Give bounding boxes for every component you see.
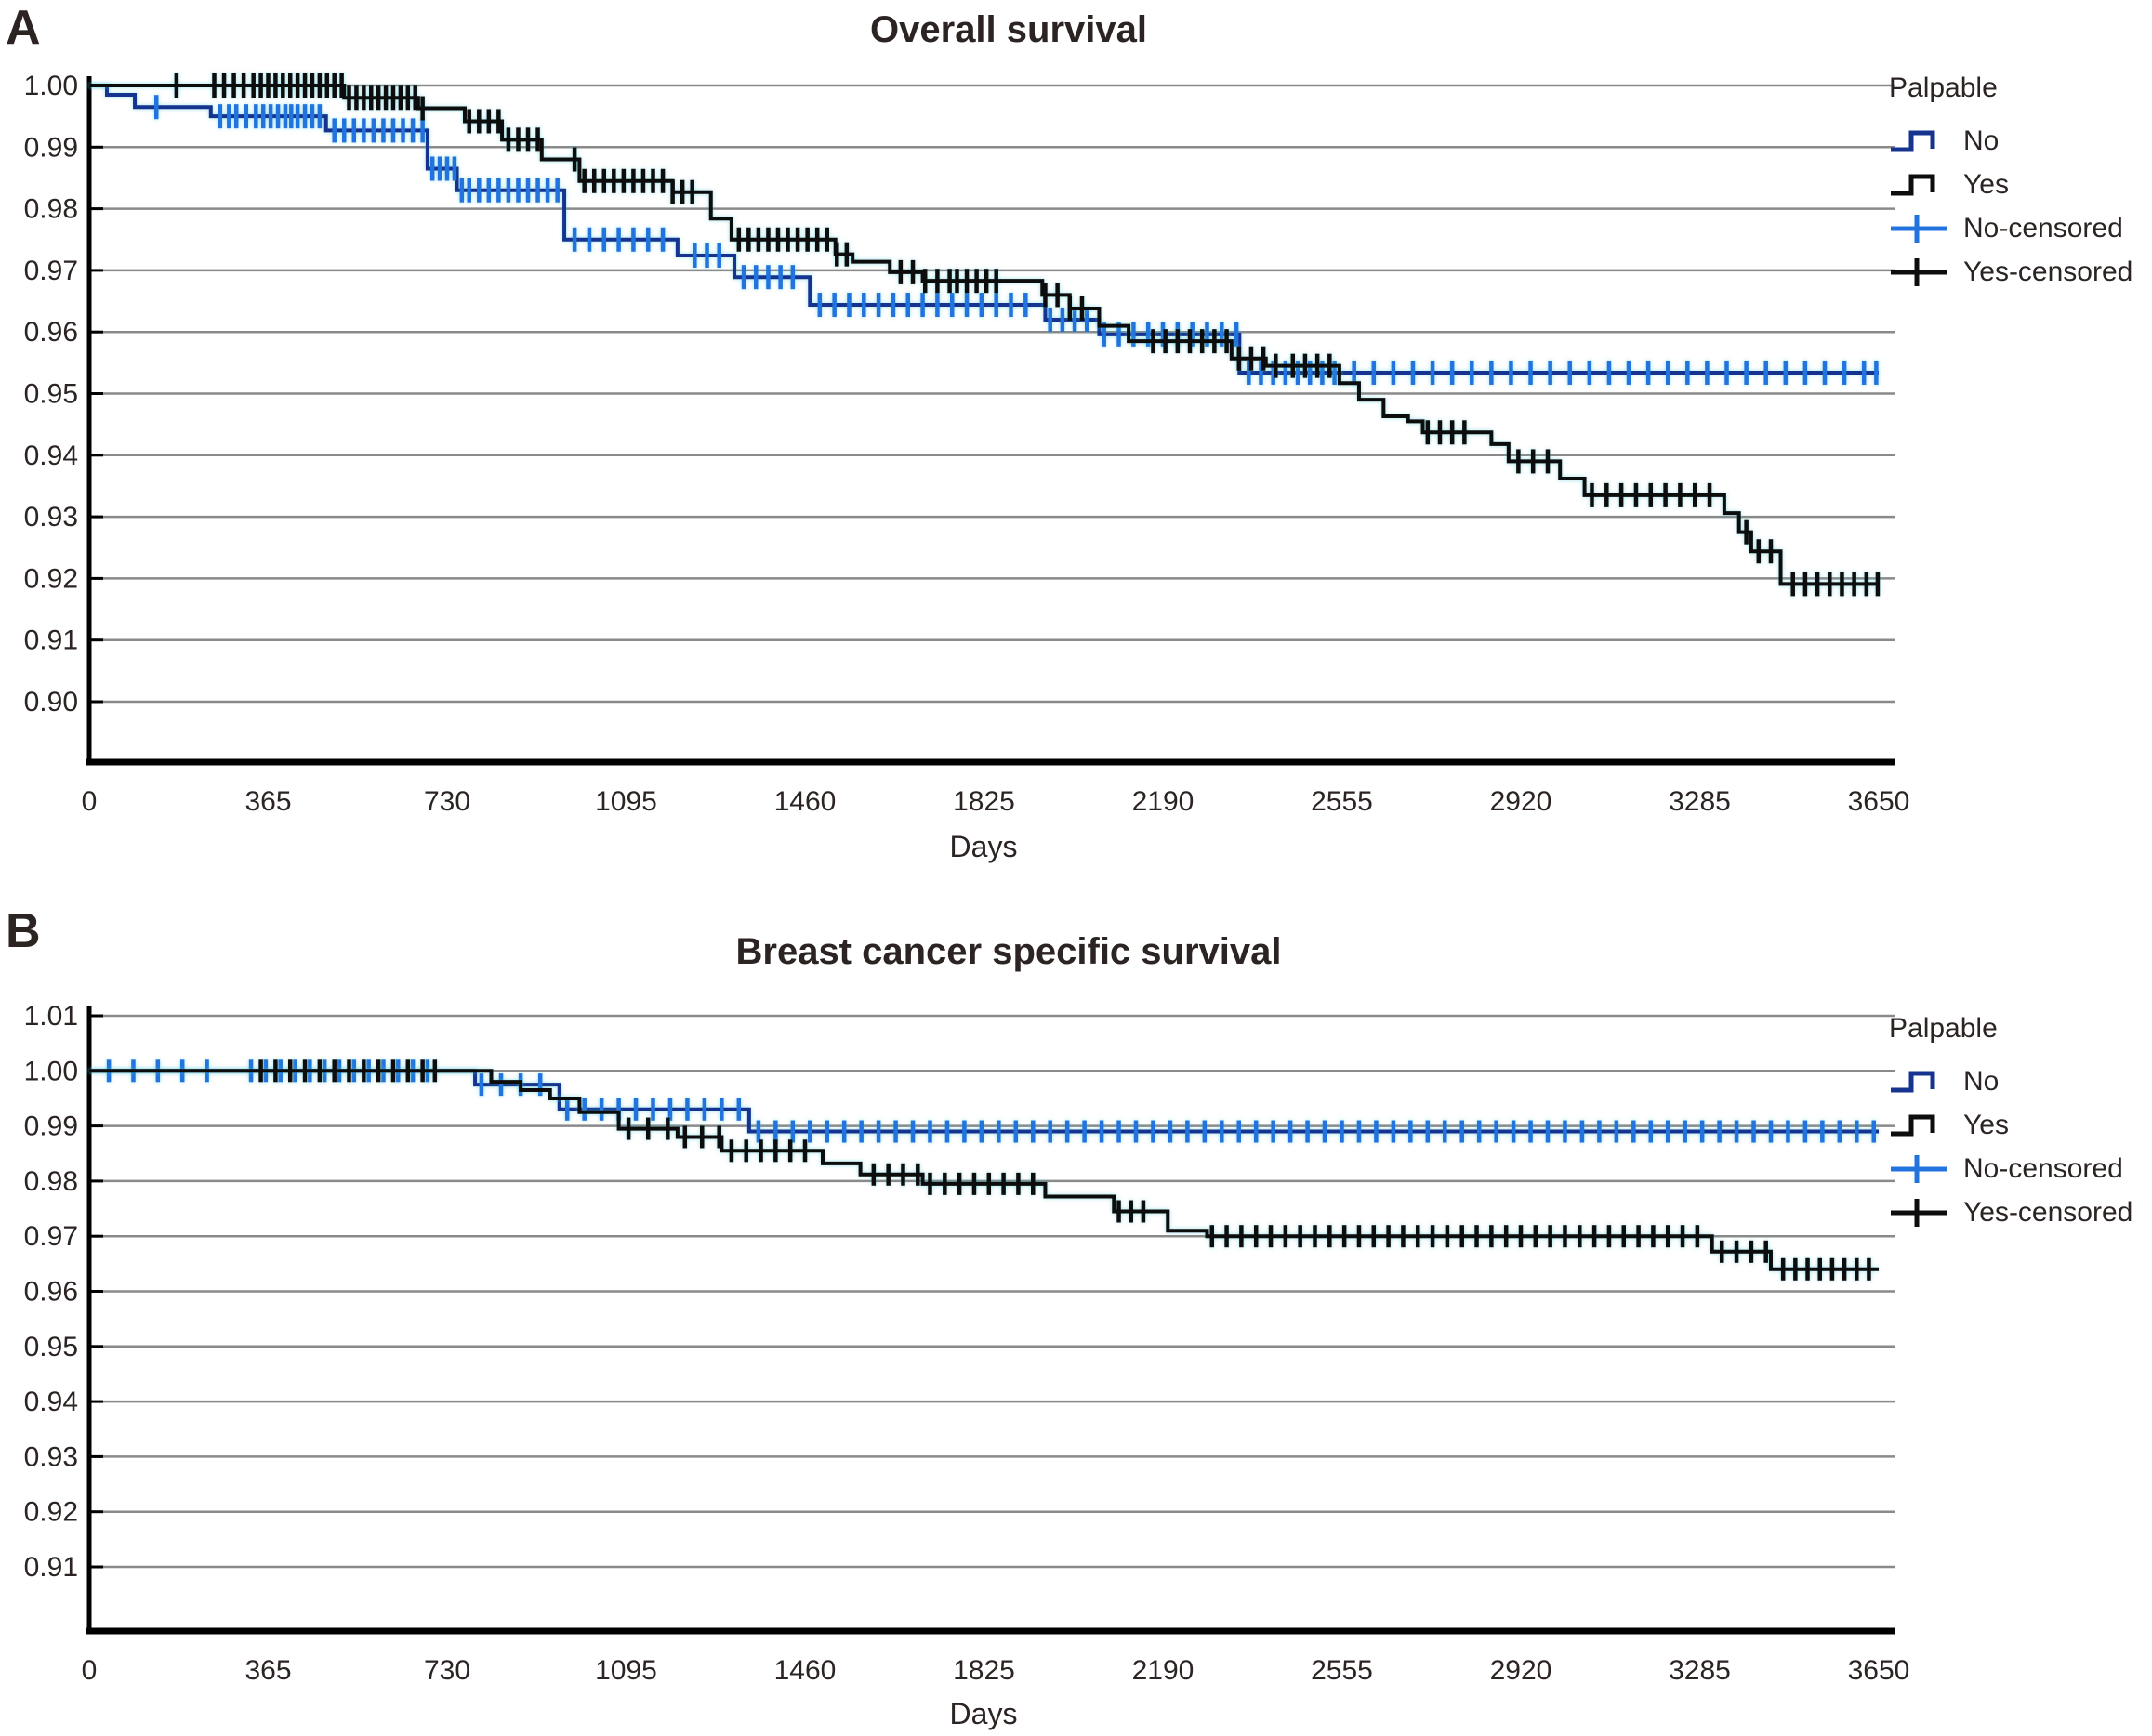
panel-a: 1.00 0.99 0.98 0.97 0.96 0.95 0.94 0.93 0.92 0.91… — [24, 71, 1910, 817]
y-tick-label: 0.95 — [24, 379, 78, 410]
y-tick-label: 1.01 — [24, 1001, 78, 1032]
x-tick-label: 1460 — [774, 786, 837, 817]
y-tick-label: 0.99 — [24, 1111, 78, 1142]
legend-title: Palpable — [1889, 72, 1998, 103]
x-tick-label: 2920 — [1490, 786, 1552, 817]
plus-mark-yes-censored-icon — [1891, 257, 1947, 286]
x-tick-label: 2555 — [1311, 1655, 1373, 1686]
y-tick-label: 0.93 — [24, 502, 78, 533]
x-tick-label: 1095 — [595, 786, 657, 817]
legend-item-yes-censored: Yes-censored — [1889, 1190, 2149, 1234]
legend-label: Yes — [1963, 168, 2009, 200]
x-tick-label: 730 — [424, 1655, 470, 1686]
y-tick-label: 0.98 — [24, 194, 78, 225]
plus-mark-no-censored-icon — [1891, 214, 1947, 243]
panel-b: 1.01 1.00 0.99 0.98 0.97 0.96 0.95 0.94 0.93 0.92… — [24, 1001, 1910, 1686]
legend-panel-a: Palpable No Yes No-censored Yes-censored — [1889, 72, 2149, 294]
series-yes — [89, 73, 1881, 597]
x-tick-label: 730 — [424, 786, 470, 817]
series-yes — [89, 1059, 1880, 1281]
y-tick-label: 0.99 — [24, 132, 78, 163]
gridlines — [89, 84, 1895, 704]
step-line-yes-icon — [1891, 174, 1935, 195]
step-line-yes-icon — [1891, 1114, 1935, 1136]
x-tick-label: 2190 — [1132, 786, 1195, 817]
legend-item-no: No — [1889, 1059, 2149, 1103]
legend-label: No-censored — [1963, 1152, 2123, 1184]
censor-ticks-no — [154, 95, 1879, 385]
panel-a-xaxis-title: Days — [949, 830, 1018, 863]
x-tick-label: 3285 — [1669, 1655, 1731, 1686]
legend-panel-b: Palpable No Yes No-censored Yes-censored — [1889, 1013, 2149, 1234]
y-tick-label: 0.95 — [24, 1332, 78, 1362]
panel-a-letter: A — [6, 1, 41, 55]
y-tick-label: 0.91 — [24, 1552, 78, 1583]
legend-label: Yes-censored — [1963, 256, 2133, 287]
y-tick-labels: 1.01 1.00 0.99 0.98 0.97 0.96 0.95 0.94 0.93 0.92… — [24, 1001, 103, 1583]
legend-label: No — [1963, 1065, 2000, 1097]
step-line-no-icon — [1891, 1071, 1935, 1092]
y-tick-label: 0.94 — [24, 1387, 78, 1417]
panel-b-letter: B — [6, 904, 41, 958]
panel-a-title: Overall survival — [870, 9, 1147, 50]
x-tick-label: 365 — [244, 786, 291, 817]
y-tick-labels: 1.00 0.99 0.98 0.97 0.96 0.95 0.94 0.93 0.92 0.91… — [24, 71, 103, 717]
x-tick-label: 3650 — [1848, 786, 1910, 817]
x-tick-label: 2190 — [1132, 1655, 1195, 1686]
legend-item-no-censored: No-censored — [1889, 1147, 2149, 1190]
x-tick-label: 2920 — [1490, 1655, 1552, 1686]
x-tick-label: 365 — [244, 1655, 291, 1686]
y-tick-label: 0.91 — [24, 625, 78, 656]
series-no — [89, 84, 1880, 385]
legend-title: Palpable — [1889, 1013, 1998, 1044]
step-line-no-icon — [1891, 130, 1935, 151]
y-tick-label: 0.90 — [24, 687, 78, 717]
x-tick-label: 3285 — [1669, 786, 1731, 817]
censor-ticks-yes — [258, 1059, 1871, 1281]
y-tick-label: 0.94 — [24, 441, 78, 471]
x-tick-labels: 0 365 730 1095 1460 1825 2190 2555 2920 3285 3650 — [82, 1655, 1910, 1686]
legend-label: No — [1963, 125, 2000, 156]
y-tick-label: 0.98 — [24, 1166, 78, 1197]
y-tick-label: 1.00 — [24, 71, 78, 101]
y-tick-label: 0.92 — [24, 1497, 78, 1528]
x-tick-label: 1825 — [953, 786, 1015, 817]
legend-label: Yes — [1963, 1109, 2009, 1140]
y-tick-label: 0.96 — [24, 317, 78, 348]
km-step-curve — [89, 1069, 1880, 1134]
legend-item-yes: Yes — [1889, 1103, 2149, 1147]
x-tick-label: 1095 — [595, 1655, 657, 1686]
y-tick-label: 0.97 — [24, 1221, 78, 1252]
y-tick-label: 0.97 — [24, 256, 78, 286]
km-step-curve — [89, 84, 1880, 586]
km-step-curve — [89, 84, 1880, 375]
x-tick-label: 1825 — [953, 1655, 1015, 1686]
y-tick-label: 0.92 — [24, 563, 78, 594]
legend-label: No-censored — [1963, 212, 2123, 243]
panel-b-title: Breast cancer specific survival — [735, 931, 1282, 972]
x-tick-label: 0 — [82, 786, 98, 817]
x-tick-label: 1460 — [774, 1655, 837, 1686]
y-tick-label: 0.93 — [24, 1441, 78, 1472]
legend-item-no-censored: No-censored — [1889, 206, 2149, 250]
legend-item-yes: Yes — [1889, 163, 2149, 206]
legend-label: Yes-censored — [1963, 1196, 2133, 1228]
censor-ticks-yes — [174, 73, 1881, 597]
x-tick-label: 3650 — [1848, 1655, 1910, 1686]
panel-b-xaxis-title: Days — [949, 1697, 1018, 1730]
x-tick-label: 0 — [82, 1655, 98, 1686]
y-tick-label: 0.96 — [24, 1277, 78, 1308]
gridlines — [89, 1014, 1895, 1569]
y-tick-label: 1.00 — [24, 1056, 78, 1086]
legend-item-yes-censored: Yes-censored — [1889, 250, 2149, 294]
plus-mark-yes-censored-icon — [1891, 1198, 1947, 1227]
x-tick-labels: 0 365 730 1095 1460 1825 2190 2555 2920 3285 3650 — [82, 786, 1910, 817]
plus-mark-no-censored-icon — [1891, 1154, 1947, 1183]
km-step-curve — [89, 1069, 1880, 1271]
legend-item-no: No — [1889, 119, 2149, 163]
x-tick-label: 2555 — [1311, 786, 1373, 817]
